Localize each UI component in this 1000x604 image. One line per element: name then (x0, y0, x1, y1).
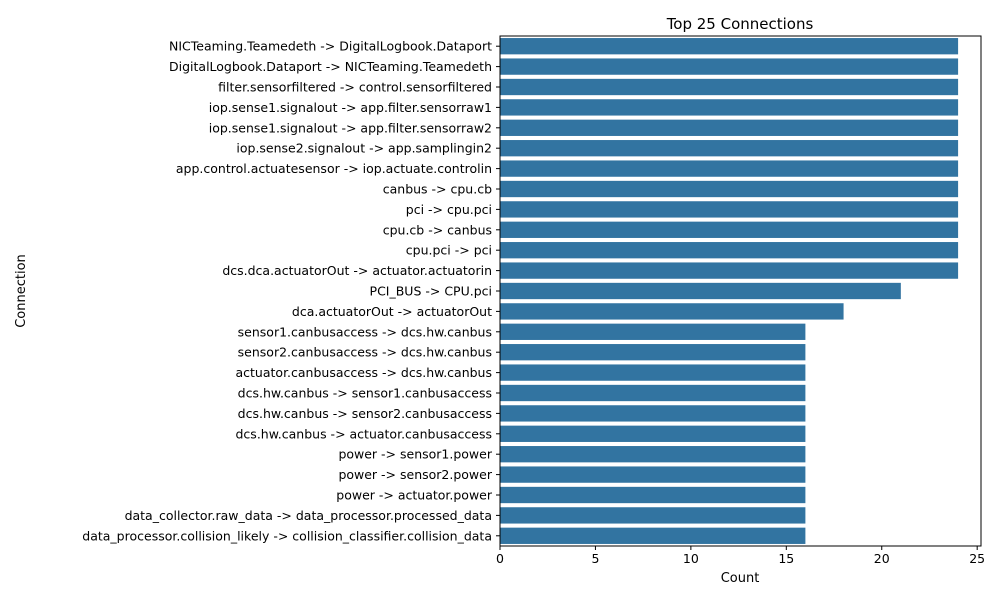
bar (500, 425, 806, 442)
y-tick-label: cpu.cb -> canbus (383, 222, 492, 237)
y-tick-label: sensor1.canbusaccess -> dcs.hw.canbus (238, 324, 492, 339)
x-tick-label: 25 (969, 551, 985, 566)
bar (500, 527, 806, 544)
x-tick-label: 0 (496, 551, 504, 566)
y-tick-label: data_collector.raw_data -> data_processo… (125, 508, 492, 523)
plot-frame (499, 35, 982, 547)
bar (500, 364, 806, 381)
bar (500, 303, 844, 320)
bar (500, 282, 901, 300)
x-tick-label: 5 (591, 551, 599, 566)
x-tick-label: 10 (683, 551, 699, 566)
bar (500, 507, 806, 524)
bar (500, 180, 959, 198)
bar (500, 201, 959, 218)
y-tick-label: power -> sensor1.power (338, 447, 492, 462)
y-tick-label: dcs.dca.actuatorOut -> actuator.actuator… (222, 263, 492, 278)
bar (500, 38, 959, 55)
y-tick-label: NICTeaming.Teamedeth -> DigitalLogbook.D… (169, 39, 492, 54)
bar (500, 262, 959, 279)
x-tick-label: 15 (778, 551, 794, 566)
bar (500, 242, 959, 259)
x-axis-label: Count (721, 571, 760, 586)
y-tick-label: iop.sense2.signalout -> app.samplingin2 (236, 141, 492, 156)
y-tick-label: power -> actuator.power (336, 488, 493, 503)
y-tick-label: dcs.hw.canbus -> sensor2.canbusaccess (238, 406, 492, 421)
y-tick-label: dca.actuatorOut -> actuatorOut (292, 304, 492, 319)
bar (500, 160, 959, 177)
bar (500, 323, 806, 340)
bar (500, 99, 959, 116)
x-axis-ticks: 0 5 10 15 20 25 (496, 546, 985, 566)
x-tick-label: 20 (874, 551, 890, 566)
y-tick-label: power -> sensor2.power (338, 467, 492, 482)
y-tick-label: PCI_BUS -> CPU.pci (370, 284, 492, 299)
bar (500, 446, 806, 463)
y-tick-label: data_processor.collision_likely -> colli… (82, 528, 492, 543)
chart-title: Top 25 Connections (666, 15, 814, 33)
y-axis-ticks: NICTeaming.Teamedeth -> DigitalLogbook.D… (82, 39, 500, 543)
y-tick-label: cpu.pci -> pci (406, 243, 492, 258)
bars-group (500, 38, 959, 544)
y-tick-label: actuator.canbusaccess -> dcs.hw.canbus (236, 365, 493, 380)
y-tick-label: app.control.actuatesensor -> iop.actuate… (176, 161, 492, 176)
y-tick-label: iop.sense1.signalout -> app.filter.senso… (209, 100, 492, 115)
y-tick-label: dcs.hw.canbus -> actuator.canbusaccess (236, 426, 493, 441)
bar (500, 466, 806, 483)
y-tick-label: filter.sensorfiltered -> control.sensorf… (218, 80, 492, 95)
y-tick-label: DigitalLogbook.Dataport -> NICTeaming.Te… (169, 59, 492, 74)
y-tick-label: pci -> cpu.pci (406, 202, 492, 217)
y-tick-label: canbus -> cpu.cb (383, 182, 492, 197)
bar (500, 344, 806, 361)
y-tick-label: dcs.hw.canbus -> sensor1.canbusaccess (238, 386, 492, 401)
y-tick-label: iop.sense1.signalout -> app.filter.senso… (209, 120, 492, 135)
bar (500, 486, 806, 504)
y-axis-label: Connection (14, 254, 29, 328)
bar (500, 140, 959, 157)
bar (500, 405, 806, 422)
bar (500, 221, 959, 238)
bar (500, 119, 959, 136)
bar (500, 384, 806, 402)
bar (500, 78, 959, 96)
y-tick-label: sensor2.canbusaccess -> dcs.hw.canbus (238, 345, 492, 360)
bar (500, 58, 959, 75)
